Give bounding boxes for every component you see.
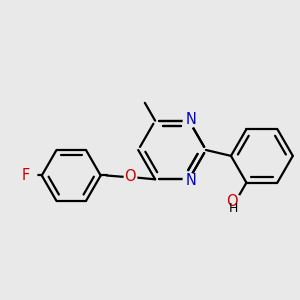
Text: O: O (124, 169, 136, 184)
Text: H: H (229, 202, 239, 215)
Text: F: F (22, 168, 30, 183)
Text: N: N (186, 112, 197, 127)
Text: N: N (186, 173, 197, 188)
Text: O: O (226, 194, 238, 209)
